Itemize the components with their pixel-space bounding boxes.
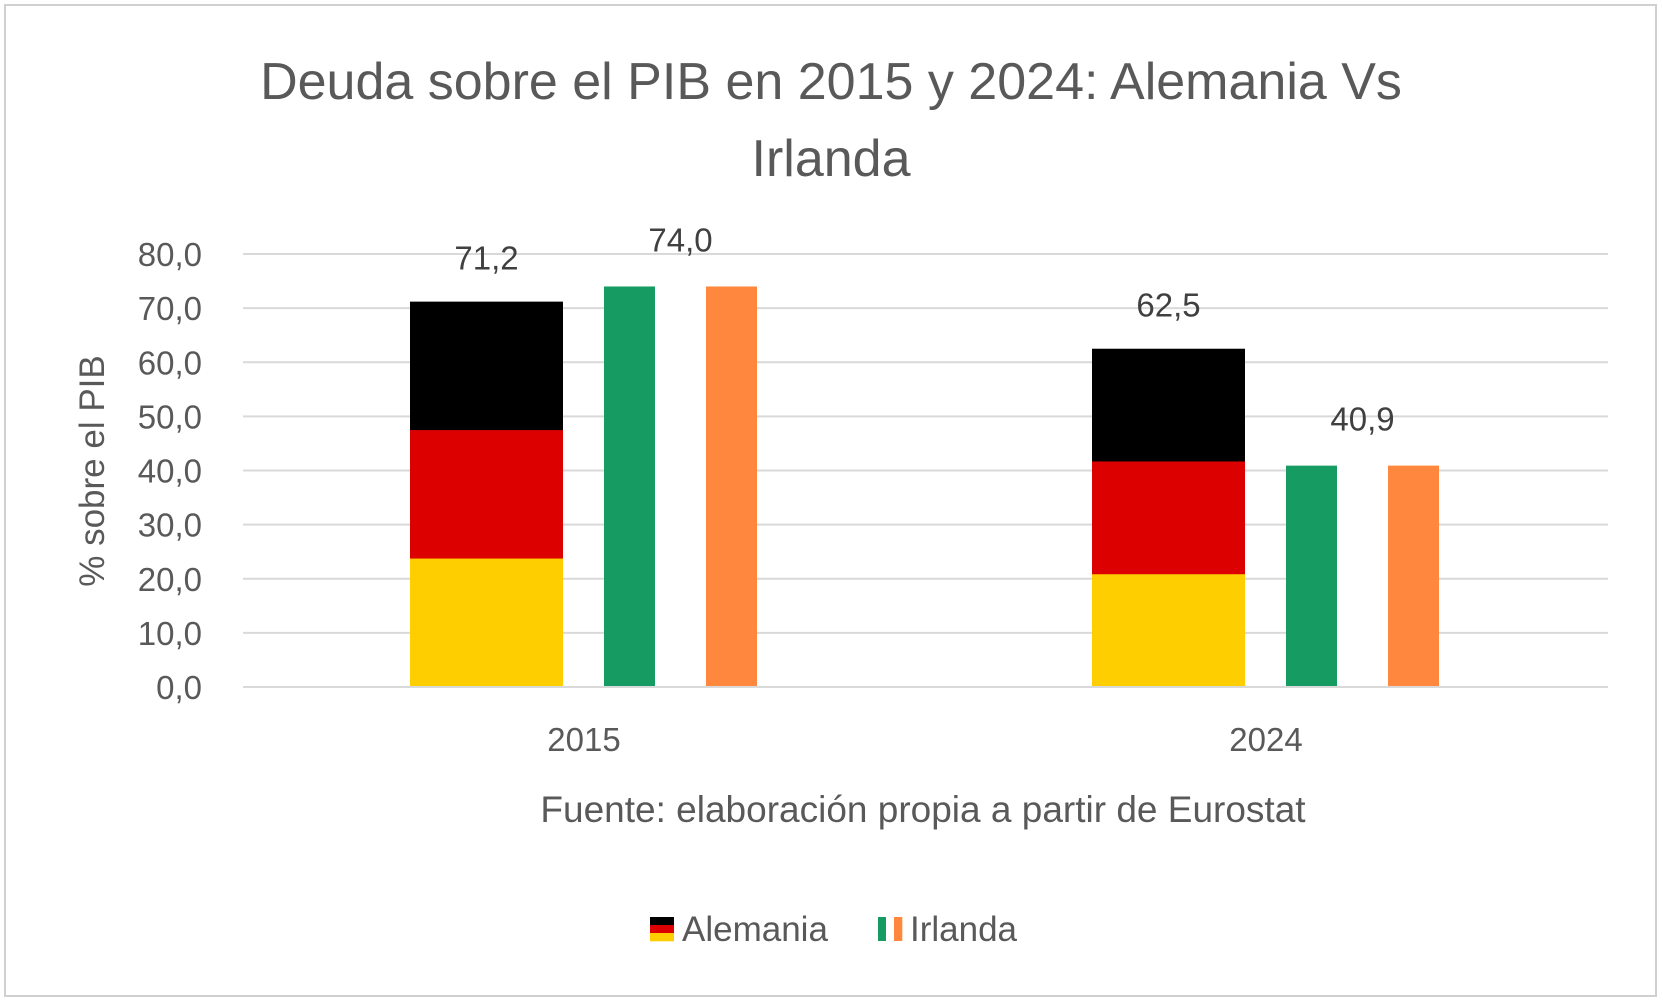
data-label-irlanda-2024: 40,9: [1330, 401, 1394, 438]
legend-swatch-alemania: [650, 917, 674, 926]
bar-alemania-2024-stripe: [1092, 348, 1245, 462]
x-axis-label: Fuente: elaboración propia a partir de E…: [540, 789, 1306, 830]
legend-swatch-irlanda: [886, 917, 895, 941]
x-tick-label: 2024: [1229, 721, 1302, 758]
bar-irlanda-2024-stripe: [1286, 465, 1337, 687]
y-tick-label: 80,0: [138, 236, 202, 273]
y-tick-label: 0,0: [156, 669, 202, 706]
x-tick-label: 2015: [547, 721, 620, 758]
chart-title-line: Irlanda: [752, 130, 911, 188]
y-axis-label: % sobre el PIB: [73, 355, 112, 587]
bar-alemania-2015-stripe: [410, 430, 563, 560]
bar-irlanda-2024-stripe: [1337, 465, 1388, 687]
bar-irlanda-2015-stripe: [655, 286, 706, 687]
bar-alemania-2024-stripe: [1092, 574, 1245, 688]
y-tick-label: 50,0: [138, 398, 202, 435]
data-label-alemania-2015: 71,2: [454, 240, 518, 277]
legend-label-irlanda: Irlanda: [910, 910, 1018, 949]
y-tick-label: 30,0: [138, 507, 202, 544]
y-tick-label: 70,0: [138, 290, 202, 327]
bar-alemania-2015-stripe: [410, 558, 563, 688]
bar-alemania-2024-stripe: [1092, 461, 1245, 575]
y-tick-label: 20,0: [138, 561, 202, 598]
bar-irlanda-2015-stripe: [706, 286, 757, 687]
legend-label-alemania: Alemania: [682, 910, 828, 949]
data-label-alemania-2024: 62,5: [1136, 287, 1200, 324]
bar-irlanda-2024-stripe: [1388, 465, 1439, 687]
y-tick-label: 60,0: [138, 344, 202, 381]
y-tick-label: 40,0: [138, 453, 202, 490]
legend-swatch-alemania: [650, 925, 674, 934]
y-tick-label: 10,0: [138, 615, 202, 652]
chart-title-line: Deuda sobre el PIB en 2015 y 2024: Alema…: [260, 53, 1402, 111]
bar-alemania-2015-stripe: [410, 301, 563, 431]
legend-swatch-irlanda: [878, 917, 887, 941]
legend-swatch-irlanda: [894, 917, 903, 941]
legend-swatch-alemania: [650, 933, 674, 942]
data-label-irlanda-2015: 74,0: [648, 221, 712, 258]
bar-irlanda-2015-stripe: [604, 286, 655, 687]
